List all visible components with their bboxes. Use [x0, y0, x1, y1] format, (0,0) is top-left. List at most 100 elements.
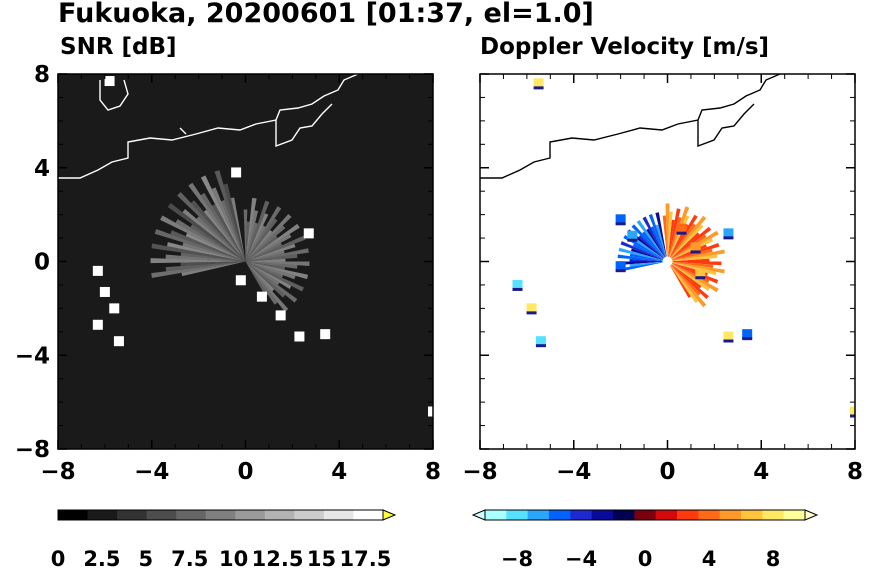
doppler-approaching-wedge	[638, 235, 668, 262]
snr-clutter-wedge	[211, 187, 246, 262]
snr-echo-cell	[235, 275, 246, 286]
doppler-colorbar-swatch	[677, 510, 699, 520]
snr-clutter-wedge	[212, 204, 246, 262]
doppler-receding-wedge	[667, 261, 709, 300]
doppler-panel-title: Doppler Velocity [m/s]	[480, 34, 770, 60]
doppler-approaching-wedge	[617, 261, 668, 265]
snr-clutter-wedge	[245, 261, 278, 305]
doppler-receding-wedge	[667, 238, 714, 262]
doppler-receding-wedge	[667, 219, 675, 262]
snr-clutter-wedge	[188, 182, 246, 262]
doppler-approaching-wedge	[635, 239, 668, 262]
doppler-receding-wedge	[667, 258, 710, 262]
snr-colorbar-extend-high	[382, 509, 397, 521]
snr-colorbar-tick-label: 0	[51, 547, 66, 570]
doppler-echo-edge	[526, 311, 537, 315]
doppler-receding-wedge	[667, 215, 707, 262]
snr-clutter-wedge	[245, 261, 309, 280]
doppler-echo-cell	[723, 228, 734, 239]
doppler-colorbar-swatch	[634, 510, 657, 520]
doppler-echo-edge	[627, 238, 638, 242]
doppler-colorbar-swatch	[549, 510, 571, 520]
snr-clutter-wedge	[165, 254, 246, 262]
snr-clutter-wedge	[245, 254, 298, 262]
snr-clutter-wedge	[245, 197, 257, 262]
snr-clutter-wedge	[245, 261, 298, 269]
snr-clutter-wedge	[175, 219, 246, 262]
doppler-echo-edge	[850, 414, 855, 418]
snr-clutter-wedge	[245, 221, 250, 262]
snr-clutter-wedge	[245, 261, 284, 278]
doppler-xtick-label: 4	[753, 459, 769, 485]
snr-clutter-wedge	[151, 261, 246, 278]
doppler-colorbar-tick-label: 0	[638, 547, 653, 570]
snr-clutter-wedge	[180, 252, 246, 262]
doppler-colorbar-tick-label: −8	[501, 547, 533, 570]
snr-coastline	[58, 74, 359, 179]
snr-clutter-wedge	[245, 233, 292, 262]
doppler-echo-layer	[512, 78, 855, 418]
snr-clutter-wedge	[230, 197, 246, 262]
doppler-echo-edge	[723, 236, 734, 240]
snr-colorbar-swatch	[146, 510, 177, 520]
snr-echo-cell	[294, 331, 305, 342]
doppler-echo-edge	[535, 344, 546, 348]
snr-xtick-label: −4	[134, 459, 169, 485]
snr-colorbar-tick-label: 15	[307, 547, 336, 570]
snr-axis-ticks: −8 −4 0 4 8 8 4 0 −4 −8	[15, 62, 441, 485]
snr-clutter-wedge	[245, 210, 259, 262]
doppler-receding-wedge	[667, 249, 725, 262]
snr-ytick-label: −4	[15, 343, 50, 369]
doppler-echo-cell	[627, 230, 638, 241]
snr-clutter-wedge	[180, 261, 246, 267]
snr-colorbar-swatch	[353, 510, 384, 520]
doppler-approaching-wedge	[648, 213, 668, 262]
doppler-echo-cell	[615, 261, 626, 272]
snr-colorbar-swatch	[294, 510, 325, 520]
doppler-colorbar-swatch	[485, 510, 507, 520]
snr-colorbar-swatch	[58, 510, 89, 520]
doppler-echo-edge	[742, 337, 753, 341]
snr-colorbar-swatch	[264, 510, 295, 520]
doppler-echo-cell	[690, 242, 701, 253]
doppler-receding-wedge	[667, 254, 718, 262]
doppler-colorbar-swatch	[698, 510, 721, 520]
doppler-echo-cell	[615, 214, 626, 225]
doppler-echo-edge	[615, 269, 626, 273]
snr-colorbar-tick-label: 12.5	[252, 547, 304, 570]
doppler-echo-edge	[615, 222, 626, 226]
snr-clutter-wedge	[182, 209, 246, 262]
snr-clutter-wedge	[245, 213, 292, 262]
snr-clutter-wedge	[223, 183, 246, 262]
snr-clutter-wedge	[151, 243, 246, 262]
snr-clutter-wedge	[167, 203, 246, 262]
snr-clutter-wedge	[170, 230, 246, 262]
snr-echo-cell	[320, 329, 331, 340]
snr-clutter-wedge	[245, 225, 286, 262]
snr-clutter-wedge	[245, 235, 306, 262]
doppler-receding-wedge	[667, 261, 691, 298]
doppler-echo-cell	[535, 336, 546, 347]
snr-clutter-wedge	[245, 206, 282, 262]
doppler-receding-wedge	[667, 261, 699, 303]
snr-clutter-wedge	[245, 250, 285, 262]
doppler-echo-cell	[512, 279, 523, 290]
doppler-receding-wedge	[667, 261, 701, 296]
doppler-echo-cell	[850, 406, 855, 417]
doppler-approaching-wedge	[630, 248, 668, 262]
snr-clutter-wedge	[181, 261, 246, 277]
snr-echo-cell	[231, 167, 242, 178]
snr-colorbar-tick-label: 10	[219, 547, 248, 570]
doppler-colorbar-swatch	[783, 510, 806, 520]
snr-ytick-label: −8	[15, 437, 50, 463]
doppler-echo-cell	[695, 268, 706, 279]
doppler-approaching-wedge	[617, 254, 668, 262]
doppler-approaching-wedge	[642, 231, 668, 262]
doppler-echo-edge	[690, 250, 701, 254]
doppler-approaching-wedge	[655, 212, 668, 262]
snr-echo-cell	[92, 319, 103, 330]
snr-colorbar-swatch	[176, 510, 207, 520]
doppler-receding-wedge	[667, 261, 702, 289]
snr-clutter-wedge	[245, 248, 309, 262]
snr-clutter-wedge	[245, 225, 266, 262]
